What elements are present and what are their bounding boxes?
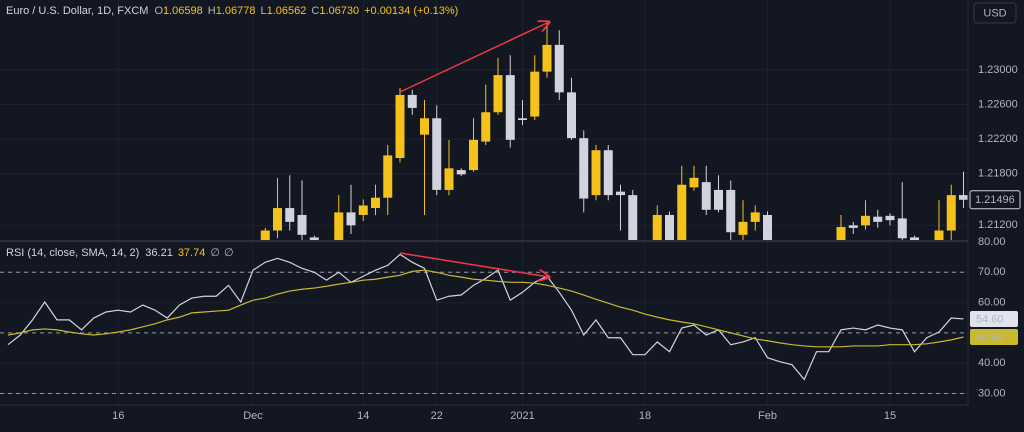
candle-body: [542, 44, 552, 72]
legend-key: L: [260, 5, 266, 17]
candle-body: [493, 75, 503, 113]
legend-value: ∅: [210, 247, 220, 259]
candle-body: [505, 75, 515, 140]
y-tick-label: 80.00: [978, 236, 1006, 248]
trend-arrow: [399, 252, 549, 277]
candle-body: [750, 212, 760, 222]
candle-body: [665, 214, 674, 240]
y-tick-label: 30.00: [978, 387, 1006, 399]
candle-body: [285, 208, 295, 222]
candle-body: [616, 191, 625, 196]
legend-value: 36.21: [145, 247, 173, 259]
candle-body: [579, 138, 589, 199]
candle-body: [910, 237, 919, 240]
candle-body: [591, 150, 601, 196]
y-tick-label: 1.22200: [978, 133, 1018, 145]
candle-body: [677, 184, 687, 240]
candle-body: [934, 230, 944, 240]
candle-body: [334, 212, 344, 240]
x-tick-label: 15: [884, 410, 896, 422]
candle-body: [959, 195, 968, 200]
y-tick-label: 1.21800: [978, 167, 1018, 179]
candle-body: [395, 94, 405, 158]
candle-body: [885, 215, 895, 221]
candle-body: [738, 221, 748, 235]
candle-body: [383, 155, 393, 198]
candle-body: [481, 112, 491, 142]
y-tick-label: 1.21200: [978, 219, 1018, 231]
candle-body: [701, 182, 711, 210]
candle-body: [554, 44, 564, 93]
last-price-label: 1.21496: [975, 194, 1015, 206]
candle-body: [518, 118, 527, 120]
legend-value: ∅: [224, 247, 234, 259]
candle-body: [432, 118, 442, 190]
indicator-line: [7, 269, 964, 348]
candle-body: [260, 230, 270, 240]
candle-body: [848, 225, 858, 228]
y-tick-label: 40.00: [978, 357, 1006, 369]
candle-body: [726, 189, 736, 233]
last-value-box: [970, 329, 1018, 346]
candle-body: [358, 205, 368, 215]
candle-body: [603, 150, 613, 196]
candle-body: [371, 197, 380, 209]
x-tick-label: 2021: [510, 410, 534, 422]
candle-body: [407, 94, 417, 108]
candle-body: [420, 118, 429, 135]
x-tick-label: 22: [431, 410, 443, 422]
price-legend: Euro / U.S. Dollar, 1D, FXCM O1.06598 H1.0…: [6, 5, 458, 17]
candle-body: [689, 177, 699, 188]
symbol-title: Euro / U.S. Dollar, 1D, FXCM: [6, 5, 148, 17]
indicator-line: [7, 253, 964, 381]
currency-button[interactable]: [973, 2, 1017, 24]
y-tick-label: 60.00: [978, 297, 1006, 309]
indicator-title: RSI (14, close, SMA, 14, 2): [6, 247, 139, 259]
x-tick-label: Dec: [243, 410, 263, 422]
x-tick-label: 14: [357, 410, 369, 422]
candle-body: [763, 214, 772, 240]
candle-body: [714, 189, 723, 210]
y-tick-label: 1.23000: [978, 64, 1018, 76]
legend-change: +0.00134 (+0.13%): [364, 5, 458, 17]
legend-value: 1.06598: [163, 5, 203, 17]
candle-body: [836, 227, 846, 240]
candle-body: [273, 208, 282, 231]
candle-body: [297, 214, 307, 235]
candle-body: [456, 170, 466, 175]
legend-value: 37.74: [178, 247, 206, 259]
candle-body: [946, 195, 956, 231]
candle-body: [346, 212, 356, 226]
candle-body: [652, 214, 662, 240]
candle-body: [873, 216, 883, 222]
y-tick-label: 1.22600: [978, 98, 1018, 110]
legend-value: 1.06730: [319, 5, 359, 17]
x-tick-label: Feb: [758, 410, 777, 422]
last-value-box: [970, 310, 1018, 327]
y-tick-label: 70.00: [978, 266, 1006, 278]
legend-key: C: [311, 5, 319, 17]
legend-key: H: [208, 5, 216, 17]
x-tick-label: 16: [112, 410, 124, 422]
last-price-box: [969, 190, 1021, 210]
currency-label: USD: [983, 7, 1006, 19]
candle-body: [628, 195, 638, 240]
candle-body: [309, 237, 319, 240]
legend-key: O: [154, 5, 163, 17]
legend-value: 1.06562: [267, 5, 307, 17]
candle-body: [530, 71, 540, 117]
candle-body: [469, 139, 478, 171]
rsi-legend: RSI (14, close, SMA, 14, 2) 36.21 37.74 ∅ ∅: [6, 247, 234, 259]
last-value-label: 48.64: [976, 331, 1004, 343]
trend-arrow: [399, 22, 549, 93]
candle-body: [897, 218, 907, 239]
x-tick-label: 18: [639, 410, 651, 422]
candle-body: [444, 168, 454, 190]
last-value-label: 54.60: [976, 313, 1004, 325]
candle-body: [861, 215, 870, 226]
legend-value: 1.06778: [216, 5, 256, 17]
candle-body: [567, 92, 576, 139]
